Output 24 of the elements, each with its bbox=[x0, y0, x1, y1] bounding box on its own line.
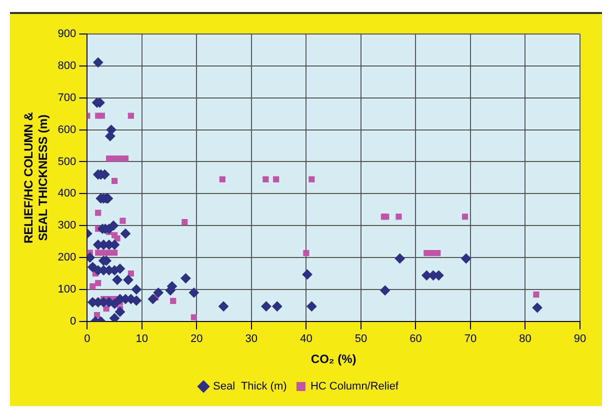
x-tick-label: 10 bbox=[136, 333, 148, 346]
x-tick-label: 90 bbox=[574, 333, 586, 346]
x-tick-label: 0 bbox=[84, 333, 90, 346]
y-axis-title: RELIEF/HC COLUMN & SEAL THICKNESS (m) bbox=[22, 112, 50, 244]
y-tick-label: 800 bbox=[58, 60, 76, 72]
x-tick-label: 40 bbox=[300, 333, 312, 346]
y-tick-label: 400 bbox=[58, 188, 76, 200]
x-tick-label: 60 bbox=[410, 333, 422, 346]
x-tick-label: 20 bbox=[190, 333, 203, 346]
y-tick-label: 600 bbox=[58, 124, 76, 136]
y-tick-label: 900 bbox=[58, 28, 76, 40]
y-tick-label: 100 bbox=[58, 284, 76, 296]
y-tick-label: 200 bbox=[58, 252, 76, 264]
legend-label: HC Column/Relief bbox=[310, 380, 400, 393]
x-tick-label: 70 bbox=[464, 333, 477, 346]
x-axis-title: CO₂ (%) bbox=[310, 352, 356, 366]
x-tick-label: 30 bbox=[245, 333, 258, 346]
y-tick-label: 700 bbox=[58, 92, 76, 104]
y-tick-label: 0 bbox=[70, 315, 76, 328]
y-tick-label: 300 bbox=[58, 220, 76, 232]
y-tick-label: 500 bbox=[58, 156, 76, 168]
x-tick-label: 80 bbox=[519, 333, 532, 346]
legend-label: Seal Thick (m) bbox=[213, 380, 287, 393]
x-tick-label: 50 bbox=[354, 333, 368, 346]
